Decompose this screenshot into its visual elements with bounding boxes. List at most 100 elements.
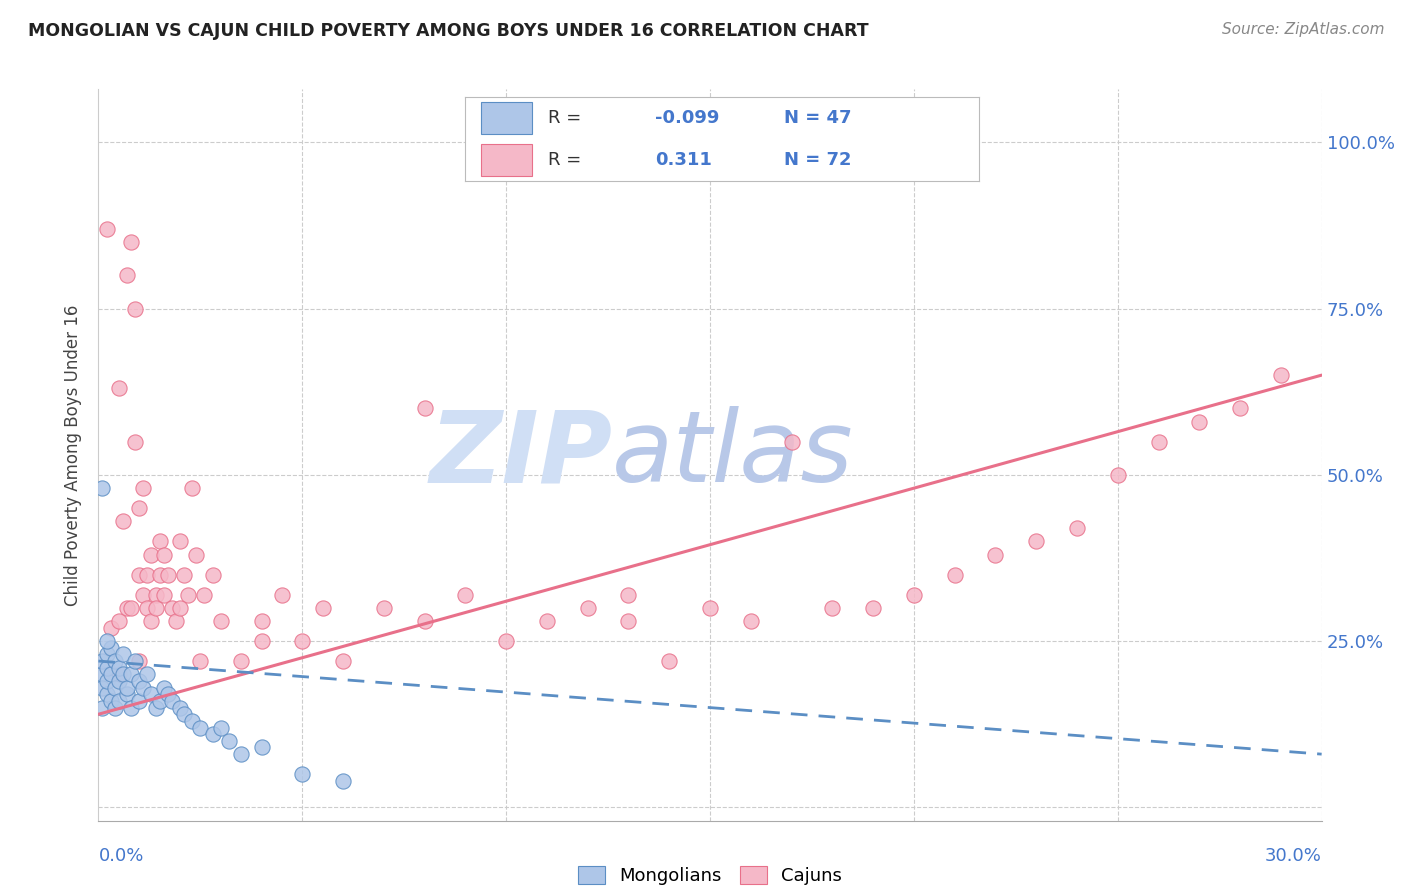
Point [1229,401,1251,416]
Point [699,600,721,615]
Point [108,381,131,395]
Point [332,654,354,668]
Point [115,268,138,283]
Point [136,667,159,681]
Point [128,567,150,582]
Point [124,434,146,449]
Point [141,614,163,628]
Point [1147,434,1170,449]
Point [149,694,172,708]
Point [91,681,114,695]
Point [145,600,167,615]
Point [186,548,208,562]
Point [120,600,142,615]
Point [141,687,163,701]
Point [160,600,183,615]
Point [312,600,335,615]
Point [96,648,118,662]
Point [128,694,150,708]
Point [291,634,314,648]
Point [96,222,118,236]
Point [156,687,179,701]
Point [111,667,134,681]
Point [160,694,183,708]
Point [821,600,844,615]
Point [104,681,127,695]
Point [100,694,122,708]
Point [156,567,179,582]
Point [1270,368,1292,383]
Point [173,707,195,722]
Point [111,648,134,662]
Point [173,567,195,582]
Point [231,654,253,668]
Point [149,567,172,582]
Point [250,634,273,648]
Point [169,534,191,549]
Y-axis label: Child Poverty Among Boys Under 16: Child Poverty Among Boys Under 16 [65,304,83,606]
Point [91,481,114,495]
Point [132,481,155,495]
Point [177,588,200,602]
Point [617,588,640,602]
Point [120,235,142,249]
Point [100,640,122,655]
Point [658,654,681,668]
Point [576,600,599,615]
Point [136,600,159,615]
Point [862,600,884,615]
Point [108,673,131,688]
Point [96,634,118,648]
Point [413,614,436,628]
Point [231,747,253,761]
Point [413,401,436,416]
Point [100,667,122,681]
Point [1066,521,1088,535]
Point [91,654,114,668]
Point [120,700,142,714]
Point [115,681,138,695]
Point [124,301,146,316]
Point [617,614,640,628]
Point [149,534,172,549]
Point [373,600,395,615]
Point [250,614,273,628]
Point [181,481,204,495]
Point [128,501,150,516]
Point [108,667,131,681]
Point [108,694,131,708]
Point [141,548,163,562]
Point [169,600,191,615]
Point [145,588,167,602]
Point [984,548,1007,562]
Point [1107,467,1129,482]
Text: atlas: atlas [612,407,853,503]
Point [132,588,155,602]
Point [943,567,966,582]
Text: 0.0%: 0.0% [98,847,143,865]
Point [132,681,155,695]
Point [115,687,138,701]
Point [181,714,204,728]
Point [332,773,354,788]
Point [209,614,232,628]
Point [201,567,224,582]
Point [152,548,174,562]
Point [1188,415,1211,429]
Point [124,654,146,668]
Legend: Mongolians, Cajuns: Mongolians, Cajuns [571,858,849,892]
Point [115,600,138,615]
Point [91,700,114,714]
Point [188,721,212,735]
Point [1025,534,1047,549]
Point [188,654,212,668]
Point [165,614,187,628]
Point [145,700,167,714]
Text: Source: ZipAtlas.com: Source: ZipAtlas.com [1222,22,1385,37]
Point [128,654,150,668]
Point [128,673,150,688]
Point [108,614,131,628]
Text: 30.0%: 30.0% [1265,847,1322,865]
Point [96,673,118,688]
Point [270,588,294,602]
